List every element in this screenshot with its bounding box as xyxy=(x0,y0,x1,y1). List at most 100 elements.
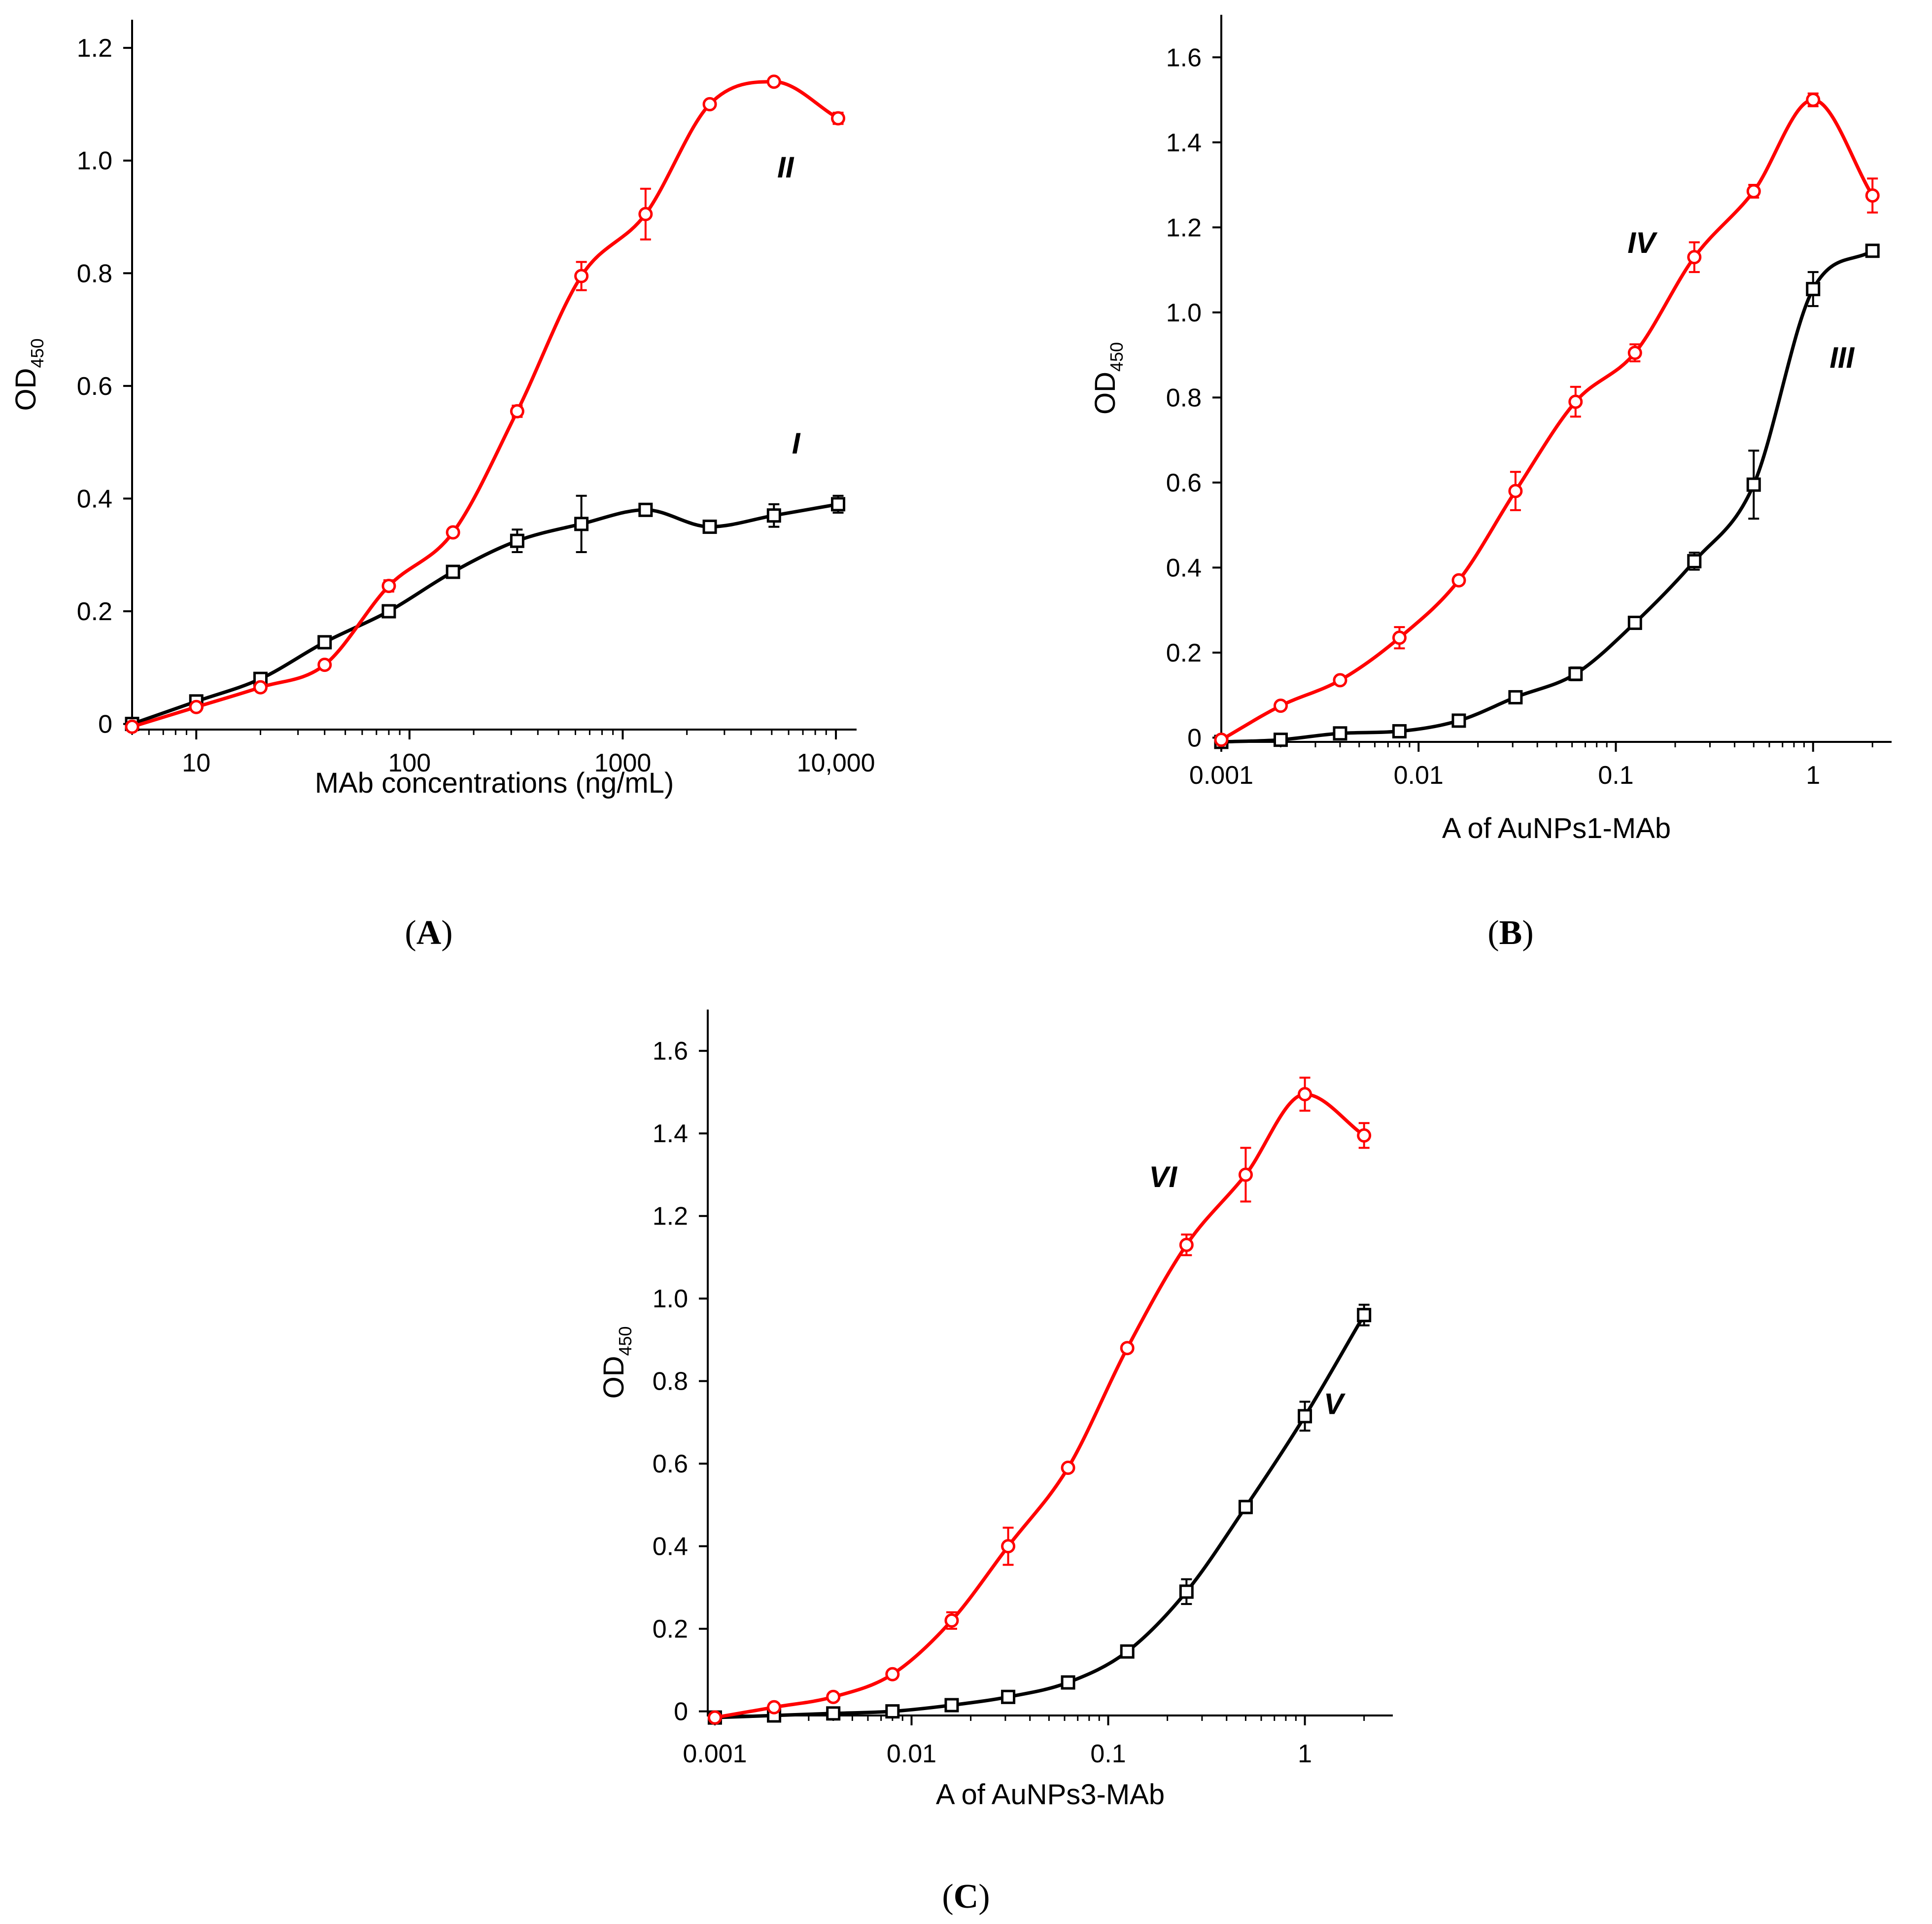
data-point xyxy=(1865,244,1880,258)
series-label: III xyxy=(1829,341,1855,374)
x-tick-label: 10,000 xyxy=(797,749,875,777)
data-point xyxy=(1273,733,1288,747)
data-point xyxy=(1687,554,1702,568)
x-tick-label: 0.001 xyxy=(1189,761,1253,790)
panel-a-chart: 0 0.2 0.4 0.6 0.8 1.0 1.2 10 100 1000 10,000 MAb co… xyxy=(10,20,875,952)
y-tick-label: 0.8 xyxy=(653,1367,688,1396)
data-point xyxy=(1238,1500,1253,1514)
x-axis-title: A of AuNPs1-MAb xyxy=(1442,812,1671,844)
x-tick-label: 10 xyxy=(182,749,210,777)
data-point xyxy=(638,207,653,221)
x-tick-label: 0.01 xyxy=(887,1740,936,1768)
y-tick-label: 0.6 xyxy=(77,372,112,401)
y-axis-title-main: OD xyxy=(598,1356,630,1399)
data-point xyxy=(1179,1584,1194,1599)
data-point xyxy=(1568,666,1583,681)
panel-c-chart: 0 0.2 0.4 0.6 0.8 1.0 1.2 1.4 1.6 0.001 0.01 0.1 1 A … xyxy=(598,1010,1393,1916)
series-ii: II xyxy=(125,74,846,734)
data-point xyxy=(1001,1689,1016,1704)
y-tick-label: 1.4 xyxy=(1166,129,1202,157)
caption-paren-close: ) xyxy=(1522,914,1533,952)
x-tick-label: 100 xyxy=(388,749,431,777)
panel-caption: (A) xyxy=(405,914,452,952)
y-tick-label: 1.4 xyxy=(653,1119,688,1148)
series-curve xyxy=(713,1313,1366,1719)
panel-b-chart: 0 0.2 0.4 0.6 0.8 1.0 1.2 1.4 1.6 0.001 0.01 0.1 1 A … xyxy=(1089,15,1892,952)
data-point xyxy=(766,508,781,523)
data-point xyxy=(831,497,846,512)
data-point xyxy=(510,533,524,548)
data-point xyxy=(638,502,653,517)
y-axis-title: OD450 xyxy=(598,1326,635,1399)
caption-paren-open: ( xyxy=(942,1878,953,1916)
y-axis-title-main: OD xyxy=(10,368,42,411)
y-axis-title-subscript: 450 xyxy=(1106,342,1127,372)
y-tick-label: 0.6 xyxy=(653,1450,688,1478)
data-point xyxy=(766,74,781,89)
data-point xyxy=(702,97,717,111)
data-point xyxy=(574,269,589,283)
y-tick-label: 1.6 xyxy=(1166,43,1202,72)
x-tick-label: 0.1 xyxy=(1090,1740,1126,1768)
series-label: I xyxy=(792,427,801,460)
series-curve xyxy=(713,1092,1366,1719)
series-curve xyxy=(130,502,840,726)
data-point xyxy=(1061,1675,1075,1690)
y-tick-label: 0.8 xyxy=(1166,384,1202,412)
data-point xyxy=(1001,1539,1016,1554)
data-point xyxy=(885,1704,900,1719)
series-vi: VI xyxy=(707,1077,1372,1725)
x-axis-title: MAb concentrations (ng/mL) xyxy=(315,767,674,799)
y-tick-label: 1.2 xyxy=(1166,213,1202,242)
y-tick-label: 0.2 xyxy=(653,1615,688,1644)
data-point xyxy=(1273,699,1288,713)
x-tick-label: 0.01 xyxy=(1394,761,1444,790)
caption-letter: A xyxy=(416,914,442,952)
data-point xyxy=(1806,93,1821,107)
series-v: V xyxy=(707,1303,1372,1725)
data-point xyxy=(1120,1341,1135,1356)
data-point xyxy=(1392,724,1407,738)
data-point xyxy=(1806,281,1821,296)
x-tick-label: 0.1 xyxy=(1598,761,1633,790)
y-axis-title-main: OD xyxy=(1089,372,1121,415)
x-tick-label: 1 xyxy=(1806,761,1820,790)
data-point xyxy=(1298,1087,1312,1102)
y-tick-label: 0.2 xyxy=(1166,639,1202,667)
data-point xyxy=(1357,1308,1372,1323)
caption-paren-open: ( xyxy=(405,914,416,952)
data-point xyxy=(1451,573,1466,588)
data-point xyxy=(189,700,204,714)
data-point xyxy=(1061,1461,1075,1475)
data-point xyxy=(826,1689,841,1704)
data-point xyxy=(767,1700,782,1714)
data-point xyxy=(381,579,396,594)
x-tick-label: 1 xyxy=(1298,1740,1312,1768)
y-tick-label: 1.0 xyxy=(653,1285,688,1313)
panel-caption: (C) xyxy=(942,1878,990,1916)
data-point xyxy=(1746,184,1761,199)
series-curve xyxy=(130,80,840,729)
series-iii: III xyxy=(1214,244,1880,749)
series-label: IV xyxy=(1627,226,1658,259)
y-tick-label: 0.4 xyxy=(1166,554,1202,582)
y-tick-label: 0.8 xyxy=(77,259,112,288)
y-axis-title-subscript: 450 xyxy=(615,1326,635,1356)
y-tick-label: 0.6 xyxy=(1166,469,1202,497)
caption-letter: C xyxy=(954,1878,979,1916)
data-point xyxy=(1392,630,1407,645)
x-axis-title: A of AuNPs3-MAb xyxy=(936,1779,1165,1811)
data-point xyxy=(1627,615,1642,630)
x-tick-label: 1000 xyxy=(594,749,652,777)
data-point xyxy=(1238,1167,1253,1182)
y-tick-label: 0 xyxy=(98,710,112,739)
series-label: V xyxy=(1324,1388,1346,1421)
caption-paren-close: ) xyxy=(441,914,452,952)
data-point xyxy=(1333,673,1347,688)
data-point xyxy=(702,520,717,534)
data-point xyxy=(1746,477,1761,492)
data-point xyxy=(1179,1237,1194,1252)
data-point xyxy=(1120,1644,1135,1659)
data-point xyxy=(317,635,332,650)
